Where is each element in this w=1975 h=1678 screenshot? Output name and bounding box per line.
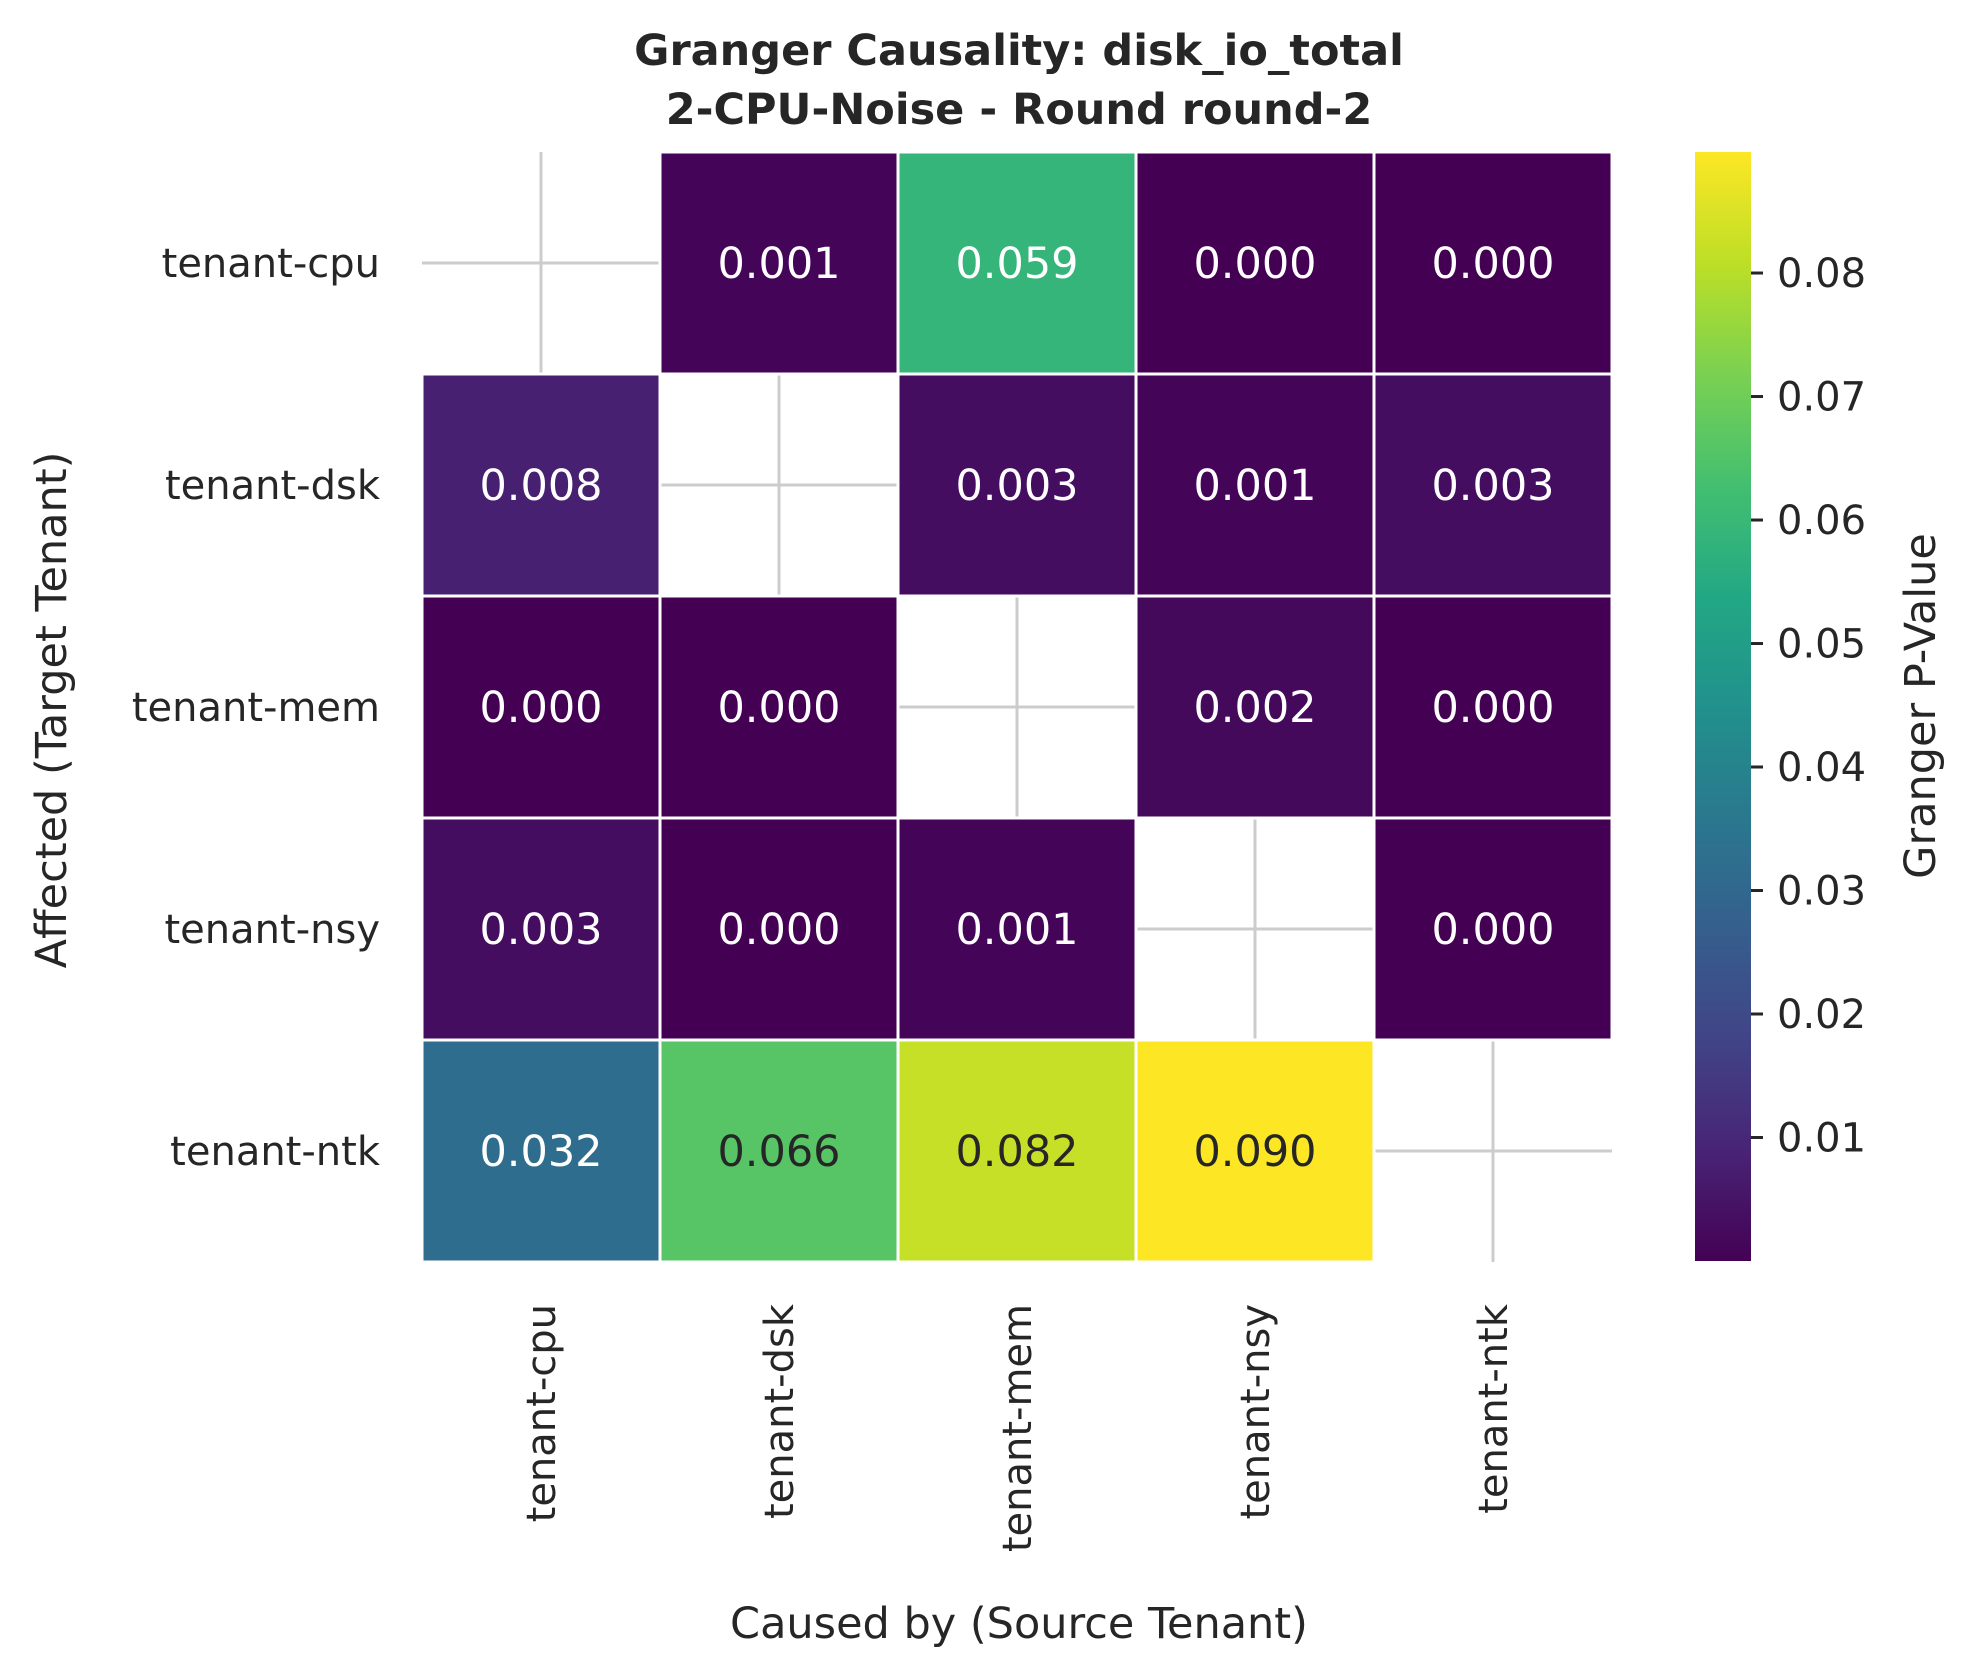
chart-subtitle: 2-CPU-Noise - Round round-2 [666, 85, 1373, 135]
heatmap-cell [1134, 594, 1376, 820]
heatmap-cell [896, 372, 1138, 598]
heatmap-cell [420, 372, 662, 598]
heatmap-cell-value: 0.008 [479, 461, 602, 511]
colorbar-gradient [1695, 152, 1751, 1261]
heatmap-cell-value: 0.000 [1431, 239, 1554, 289]
y-tick-label: tenant-dsk [165, 463, 381, 509]
heatmap-cell [420, 1038, 662, 1264]
x-tick-label: tenant-mem [995, 1304, 1041, 1552]
heatmap-cell-value: 0.001 [955, 905, 1078, 955]
heatmap-cell [658, 1038, 900, 1264]
x-tick-label: tenant-cpu [519, 1304, 565, 1522]
heatmap-cell-value: 0.059 [955, 239, 1078, 289]
heatmap-cell [1134, 372, 1376, 598]
y-tick-label: tenant-mem [132, 685, 380, 731]
y-tick-label: tenant-nsy [165, 907, 381, 953]
heatmap-cell [1372, 816, 1614, 1042]
heatmap-cell-value: 0.001 [1193, 461, 1316, 511]
heatmap-cell [896, 150, 1138, 376]
colorbar-tick-label: 0.03 [1777, 869, 1866, 915]
heatmap-cell-value: 0.003 [479, 905, 602, 955]
colorbar-tick-label: 0.05 [1777, 622, 1866, 668]
heatmap-cell-value: 0.000 [479, 683, 602, 733]
x-axis-label: Caused by (Source Tenant) [730, 1599, 1308, 1649]
heatmap-cell [1372, 372, 1614, 598]
heatmap-cell-value: 0.000 [717, 683, 840, 733]
y-tick-label: tenant-cpu [162, 241, 380, 287]
colorbar-tick-label: 0.06 [1777, 498, 1866, 544]
colorbar-tick-label: 0.07 [1777, 375, 1866, 421]
colorbar [1695, 152, 1751, 1261]
y-axis-ticks: tenant-cpu tenant-dsk tenant-mem tenant-nsy… [132, 241, 381, 1175]
heatmap-cell-value: 0.003 [1431, 461, 1554, 511]
heatmap-cell-value: 0.003 [955, 461, 1078, 511]
heatmap-cell [896, 816, 1138, 1042]
heatmap-cell-value: 0.000 [1431, 905, 1554, 955]
x-tick-label: tenant-ntk [1471, 1303, 1517, 1514]
heatmap-cell [1134, 1038, 1376, 1264]
heatmap-cell [420, 594, 662, 820]
colorbar-tick-label: 0.08 [1777, 251, 1866, 297]
heatmap-cell [420, 816, 662, 1042]
heatmap-cell [658, 594, 900, 820]
x-tick-label: tenant-nsy [1233, 1304, 1279, 1520]
colorbar-tick-label: 0.02 [1777, 992, 1866, 1038]
y-tick-label: tenant-ntk [170, 1129, 381, 1175]
heatmap-cell-value: 0.002 [1193, 683, 1316, 733]
heatmap-cell-value: 0.001 [717, 239, 840, 289]
heatmap-cell-value: 0.000 [717, 905, 840, 955]
colorbar-ticks: 0.01 0.02 0.03 0.04 0.05 0.06 0.07 0.08 [1751, 251, 1866, 1162]
heatmap-cell-value: 0.000 [1431, 683, 1554, 733]
heatmap-cells: 0.001 0.059 0.000 0.000 0.008 0.003 0.001 0.003… [420, 150, 1614, 1264]
colorbar-tick-label: 0.04 [1777, 745, 1866, 791]
heatmap-cell-value: 0.082 [955, 1127, 1078, 1177]
chart-title: Granger Causality: disk_io_total [634, 26, 1404, 76]
colorbar-label: Granger P-Value [1896, 533, 1946, 879]
heatmap-cell-value: 0.066 [717, 1127, 840, 1177]
heatmap-cell [1372, 150, 1614, 376]
x-axis-ticks: tenant-cpu tenant-dsk tenant-mem tenant-nsy… [519, 1303, 1517, 1552]
heatmap-cell-value: 0.090 [1193, 1127, 1316, 1177]
colorbar-tick-label: 0.01 [1777, 1116, 1866, 1162]
y-axis-label: Affected (Target Tenant) [27, 452, 77, 969]
heatmap-cell-value: 0.032 [479, 1127, 602, 1177]
heatmap-cell-value: 0.000 [1193, 239, 1316, 289]
heatmap-cell [896, 1038, 1138, 1264]
x-tick-label: tenant-dsk [757, 1303, 803, 1519]
